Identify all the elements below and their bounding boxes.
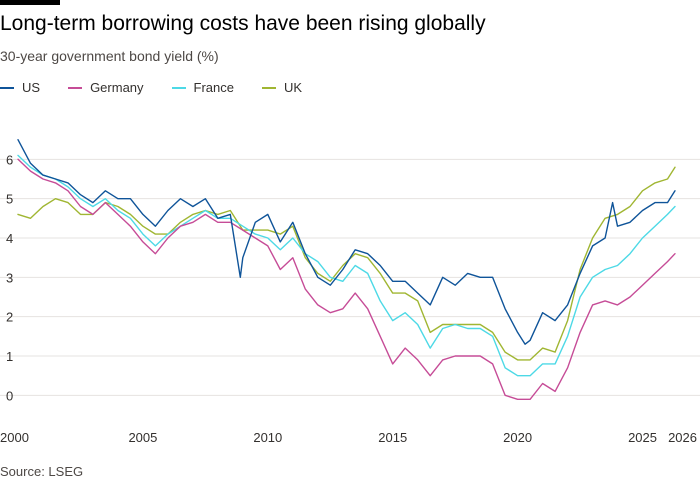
x-tick-label: 2000 (0, 430, 29, 445)
y-tick-label: 4 (6, 231, 13, 246)
series-lines (17, 139, 676, 400)
legend-label-france: France (193, 80, 234, 95)
y-tick-label: 0 (6, 388, 13, 403)
x-tick-label: 2026 (668, 430, 697, 445)
y-tick-label: 6 (6, 152, 13, 167)
x-tick-label: 2010 (253, 430, 282, 445)
y-tick-label: 3 (6, 270, 13, 285)
legend-item-uk: UK (262, 80, 302, 95)
x-tick-label: 2025 (628, 430, 657, 445)
legend-item-france: France (171, 80, 234, 95)
y-tick-labels: 0 1 2 3 4 5 6 (6, 152, 13, 403)
legend-item-us: US (0, 80, 40, 95)
y-tick-label: 2 (6, 310, 13, 325)
y-tick-label: 1 (6, 349, 13, 364)
chart-title: Long-term borrowing costs have been risi… (0, 12, 486, 35)
legend: US Germany France UK (0, 80, 330, 95)
gridlines (0, 158, 700, 396)
series-line-france (17, 154, 676, 377)
legend-item-germany: Germany (68, 80, 144, 95)
legend-swatch-us (0, 86, 14, 89)
legend-swatch-uk (262, 86, 276, 89)
x-tick-label: 2020 (503, 430, 532, 445)
brand-bar (0, 0, 60, 5)
legend-swatch-germany (68, 86, 83, 89)
series-line-us (17, 139, 676, 345)
chart-subtitle: 30-year government bond yield (%) (0, 48, 219, 64)
legend-label-uk: UK (284, 80, 303, 95)
line-chart: 0 1 2 3 4 5 6 2000 2005 2010 2015 2020 2025 2026 (0, 139, 700, 445)
x-tick-label: 2015 (378, 430, 407, 445)
source-note: Source: LSEG (0, 464, 84, 479)
x-tick-labels: 2000 2005 2010 2015 2020 2025 2026 (0, 430, 697, 445)
legend-label-us: US (22, 80, 41, 95)
legend-swatch-france (171, 86, 186, 89)
legend-label-germany: Germany (90, 80, 144, 95)
series-line-germany (17, 158, 676, 400)
y-tick-label: 5 (6, 192, 13, 207)
x-tick-label: 2005 (128, 430, 157, 445)
